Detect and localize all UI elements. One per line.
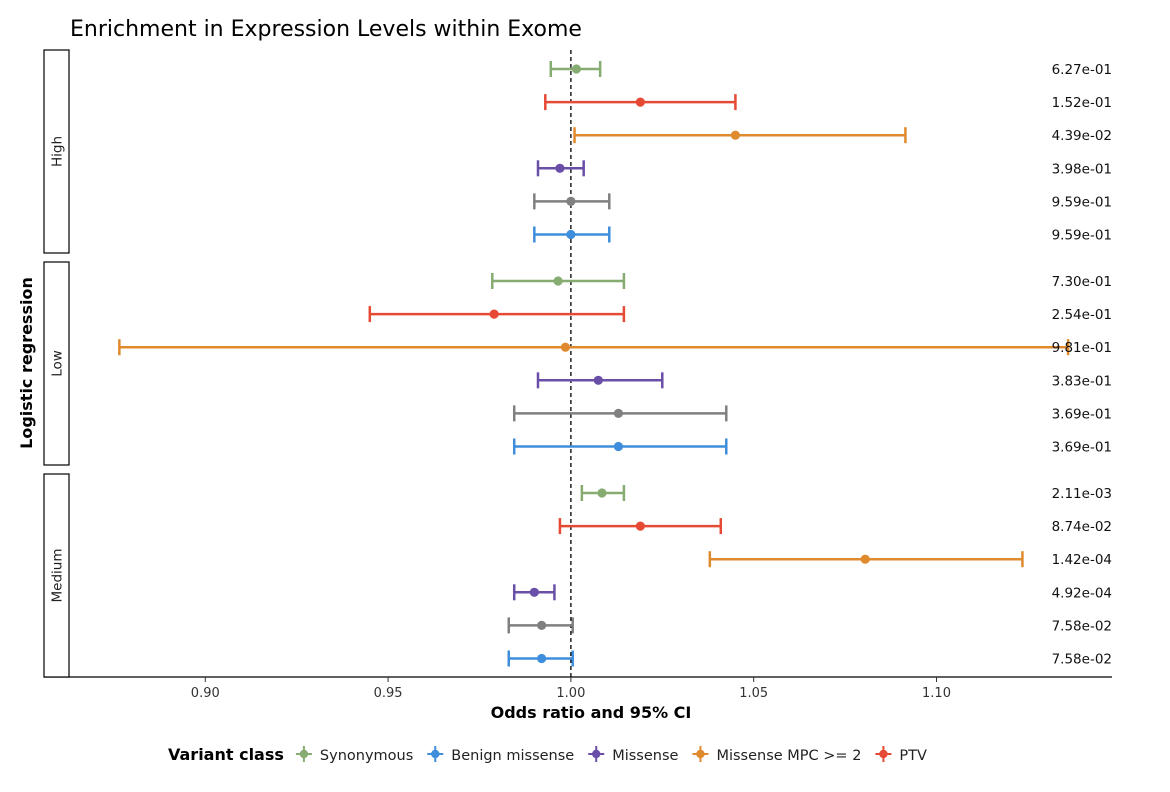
odds-ratio-point [613, 408, 624, 418]
p-value-label: 1.42e-04 [1052, 552, 1112, 568]
p-value-label: 2.11e-03 [1052, 486, 1112, 502]
odds-ratio-point [555, 163, 565, 173]
x-tick-label: 0.95 [374, 686, 403, 701]
panel-strip [43, 261, 70, 466]
odds-ratio-point [571, 64, 581, 74]
p-value-label: 1.52e-01 [1052, 95, 1112, 111]
p-value-label: 4.39e-02 [1052, 128, 1112, 144]
odds-ratio-point [489, 309, 499, 319]
panel-strip-label: Low [50, 350, 66, 377]
panel-strip-label: High [50, 136, 66, 167]
p-value-label: 7.58e-02 [1052, 618, 1112, 634]
legend-item-label: Synonymous [320, 748, 413, 764]
odds-ratio-point [537, 620, 547, 631]
p-value-label: 2.54e-01 [1052, 307, 1112, 323]
odds-ratio-point [566, 229, 576, 240]
odds-ratio-point [537, 653, 547, 664]
p-value-label: 8.74e-02 [1052, 519, 1112, 535]
panel-strip-label: Medium [50, 549, 66, 603]
p-value-label: 7.30e-01 [1052, 274, 1112, 290]
legend-item-label: Missense MPC >= 2 [716, 748, 861, 764]
odds-ratio-point [730, 130, 741, 140]
x-tick-label: 0.90 [191, 686, 220, 701]
x-tick-label: 1.10 [922, 686, 951, 701]
p-value-label: 7.58e-02 [1052, 652, 1112, 668]
legend-key-point [299, 749, 309, 759]
odds-ratio-point [560, 342, 571, 352]
odds-ratio-point [566, 196, 576, 206]
p-value-label: 3.98e-01 [1052, 161, 1112, 177]
p-value-label: 4.92e-04 [1052, 585, 1112, 601]
x-axis-title: Odds ratio and 95% CI [491, 703, 692, 722]
x-tick-label: 1.05 [739, 686, 768, 701]
chart-title: Enrichment in Expression Levels within E… [70, 17, 582, 42]
y-axis-title: Logistic regression [17, 277, 36, 449]
legend-item-label: Missense [612, 748, 678, 764]
odds-ratio-point [635, 521, 645, 531]
odds-ratio-point [597, 488, 607, 498]
x-tick-label: 1.00 [556, 686, 585, 701]
p-value-label: 3.83e-01 [1052, 373, 1112, 389]
odds-ratio-point [529, 587, 539, 597]
odds-ratio-point [593, 375, 603, 385]
legend-item-label: PTV [899, 748, 927, 764]
odds-ratio-point [553, 276, 563, 286]
odds-ratio-point [860, 554, 870, 564]
panel-strip [43, 473, 70, 678]
legend-item-label: Benign missense [451, 748, 574, 764]
p-value-label: 9.59e-01 [1052, 194, 1112, 210]
p-value-label: 9.59e-01 [1052, 228, 1112, 244]
p-value-label: 9.81e-01 [1052, 340, 1112, 356]
legend-key-point [431, 749, 440, 759]
odds-ratio-point [635, 97, 645, 107]
p-value-label: 3.69e-01 [1052, 406, 1112, 422]
legend-key-point [592, 749, 601, 759]
legend-key-point [879, 749, 888, 759]
legend-title: Variant class [168, 745, 284, 764]
odds-ratio-point [613, 441, 624, 452]
p-value-label: 6.27e-01 [1052, 62, 1112, 78]
panel-strip [43, 49, 70, 254]
legend-key-point [696, 749, 705, 759]
p-value-label: 3.69e-01 [1052, 440, 1112, 456]
